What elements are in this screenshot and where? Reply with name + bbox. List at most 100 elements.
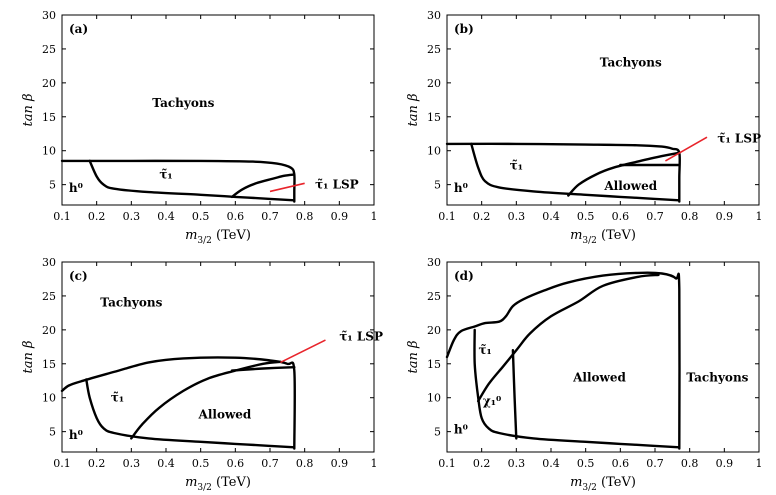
x-tick-label: 0.8 [681, 457, 699, 470]
y-tick-label: 5 [49, 426, 56, 439]
x-tick-label: 0.2 [88, 457, 106, 470]
y-axis-label: tan β [406, 94, 421, 127]
x-tick-label: 0.6 [227, 457, 245, 470]
x-tick-label: 0.9 [716, 457, 734, 470]
boundary-curve-4 [511, 349, 518, 440]
y-tick-label: 25 [427, 290, 441, 303]
y-tick-label: 5 [434, 426, 441, 439]
y-tick-label: 25 [42, 290, 56, 303]
x-tick-label: 0.4 [157, 457, 175, 470]
y-tick-label: 15 [427, 358, 441, 371]
x-tick-label: 0.7 [646, 457, 664, 470]
x-tick-label: 0.2 [473, 210, 491, 223]
y-tick-label: 25 [427, 43, 441, 56]
plot-frame [446, 261, 760, 453]
x-tick-label: 0.1 [53, 457, 71, 470]
x-tick-label: 0.7 [646, 210, 664, 223]
x-tick-label: 0.1 [438, 210, 456, 223]
region-label: τ̃₁ [159, 167, 172, 181]
boundary-curve-2 [473, 328, 681, 449]
y-tick-label: 10 [427, 392, 441, 405]
panel-label: (b) [454, 22, 474, 36]
y-tick-label: 15 [42, 358, 56, 371]
panel-label: (c) [69, 269, 88, 283]
y-tick-label: 20 [42, 324, 56, 337]
x-tick-label: 0.4 [157, 210, 175, 223]
y-tick-label: 20 [427, 77, 441, 90]
chart-panel-4: 0.1 0.2 0.3 0.4 0.5 0.6 0.7 0.8 0.9 151015202530m… [406, 256, 763, 493]
lsp-pointer-line [280, 339, 326, 364]
y-tick-label: 20 [42, 77, 56, 90]
x-tick-label: 0.3 [123, 457, 141, 470]
y-tick-label: 30 [427, 256, 441, 269]
boundary-curve-1 [60, 356, 296, 450]
x-tick-label: 0.9 [716, 210, 734, 223]
x-axis-label: m3/2 (TeV) [185, 475, 251, 491]
boundary-curve-3 [230, 173, 296, 199]
x-tick-label: 0.3 [508, 457, 526, 470]
x-tick-label: 0.9 [331, 457, 349, 470]
plot-frame [446, 14, 760, 206]
x-tick-label: 0.8 [296, 457, 314, 470]
x-tick-label: 0.5 [192, 457, 210, 470]
chart-panel-3: 0.1 0.2 0.3 0.4 0.5 0.6 0.7 0.8 0.9 151015202530m… [21, 256, 383, 493]
boundary-curve-4 [230, 366, 296, 372]
boundary-curve-1 [445, 142, 681, 203]
x-tick-label: 1 [371, 457, 378, 470]
y-tick-label: 15 [42, 111, 56, 124]
x-tick-label: 0.8 [681, 210, 699, 223]
y-tick-label: 15 [427, 111, 441, 124]
lsp-pointer-line [665, 136, 708, 162]
y-tick-label: 5 [434, 179, 441, 192]
x-tick-label: 1 [756, 457, 763, 470]
boundary-curve-3 [130, 360, 282, 440]
region-label: Tachyons [100, 296, 162, 310]
region-label: τ̃₁ [111, 391, 124, 405]
region-label: Tachyons [600, 56, 662, 70]
panel-label: (d) [454, 269, 474, 283]
y-tick-label: 10 [427, 145, 441, 158]
plot-frame [61, 261, 375, 453]
region-label: χ₁⁰ [483, 394, 501, 408]
region-label: Tachyons [686, 370, 748, 384]
y-tick-label: 30 [427, 9, 441, 22]
panel-label: (a) [69, 22, 88, 36]
region-label: τ̃₁ LSP [339, 330, 383, 344]
boundary-curve-2 [88, 159, 296, 202]
y-axis-label: tan β [21, 341, 36, 374]
boundary-curve-1 [445, 271, 681, 450]
region-label: τ̃₁ LSP [315, 178, 359, 192]
x-tick-label: 0.6 [612, 457, 630, 470]
x-tick-label: 0.1 [438, 457, 456, 470]
region-label: τ̃₁ [510, 159, 523, 173]
y-tick-label: 30 [42, 256, 56, 269]
x-tick-label: 0.9 [331, 210, 349, 223]
region-label: h⁰ [454, 423, 468, 437]
y-tick-label: 25 [42, 43, 56, 56]
x-tick-label: 0.8 [296, 210, 314, 223]
x-tick-label: 0.3 [123, 210, 141, 223]
x-tick-label: 1 [756, 210, 763, 223]
chart-panel-1: 0.1 0.2 0.3 0.4 0.5 0.6 0.7 0.8 0.9 151015202530m… [21, 9, 378, 246]
x-tick-label: 0.5 [577, 457, 595, 470]
region-label: Allowed [198, 408, 252, 422]
y-tick-label: 10 [42, 145, 56, 158]
region-label: h⁰ [69, 181, 83, 195]
x-tick-label: 0.5 [577, 210, 595, 223]
y-axis-label: tan β [21, 94, 36, 127]
y-tick-label: 10 [42, 392, 56, 405]
lsp-pointer-line [269, 182, 305, 193]
region-label: Tachyons [152, 96, 214, 110]
x-tick-label: 0.6 [612, 210, 630, 223]
region-label: Allowed [572, 370, 626, 384]
boundary-curve-2 [470, 142, 681, 202]
chart-panel-2: 0.1 0.2 0.3 0.4 0.5 0.6 0.7 0.8 0.9 151015202530m… [406, 9, 763, 246]
x-tick-label: 0.1 [53, 210, 71, 223]
x-axis-label: m3/2 (TeV) [185, 228, 251, 246]
region-label: Allowed [603, 179, 657, 193]
y-tick-label: 30 [42, 9, 56, 22]
x-tick-label: 0.4 [542, 210, 560, 223]
x-tick-label: 0.3 [508, 210, 526, 223]
region-label: τ̃₁ [478, 343, 491, 357]
